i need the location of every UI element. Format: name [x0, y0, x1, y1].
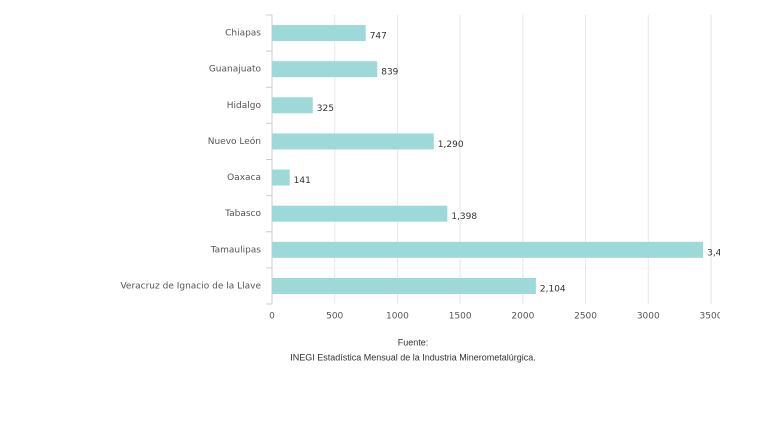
- bar: [272, 133, 434, 150]
- y-tick-label: Hidalgo: [227, 101, 262, 111]
- value-label: 325: [317, 104, 334, 114]
- value-label: 1,290: [438, 140, 464, 150]
- bar: [272, 97, 313, 114]
- y-tick-label: Tamaulipas: [210, 245, 262, 255]
- value-label: 2,104: [540, 284, 566, 294]
- bar: [272, 61, 378, 78]
- value-label: 839: [381, 68, 398, 78]
- value-label: 141: [294, 176, 311, 186]
- y-tick-label: Nuevo León: [208, 136, 261, 147]
- x-tick-label: 1000: [386, 312, 409, 322]
- bar: [272, 25, 366, 42]
- value-label: 3,437: [707, 248, 733, 258]
- value-label: 747: [370, 32, 387, 42]
- plot-area: 0 500 1000 1500 2000 2500 3000 3500 Chiapas 747 Gu…: [120, 14, 733, 322]
- x-tick-label: 3500: [700, 312, 723, 322]
- bar: [272, 241, 704, 258]
- y-tick-label: Oaxaca: [227, 173, 261, 183]
- y-tick-label: Veracruz de Ignacio de la Llave: [120, 281, 261, 291]
- y-tick-label: Chiapas: [225, 29, 261, 39]
- bar: [272, 205, 448, 222]
- value-label: 1,398: [451, 212, 477, 222]
- x-tick-label: 1500: [449, 312, 472, 322]
- source-label: Fuente:: [398, 337, 429, 347]
- x-tick-label: 2500: [574, 312, 597, 322]
- source: INEGI Estadística Mensual de la Industri…: [290, 352, 536, 362]
- x-tick-label: 500: [326, 312, 343, 322]
- bar: [272, 169, 290, 186]
- x-tick-label: 0: [269, 312, 275, 322]
- x-tick-label: 2000: [511, 312, 534, 322]
- y-tick-label: Tabasco: [224, 209, 261, 219]
- bar: [272, 277, 536, 294]
- x-tick-label: 3000: [637, 312, 660, 322]
- y-tick-label: Guanajuato: [209, 65, 262, 75]
